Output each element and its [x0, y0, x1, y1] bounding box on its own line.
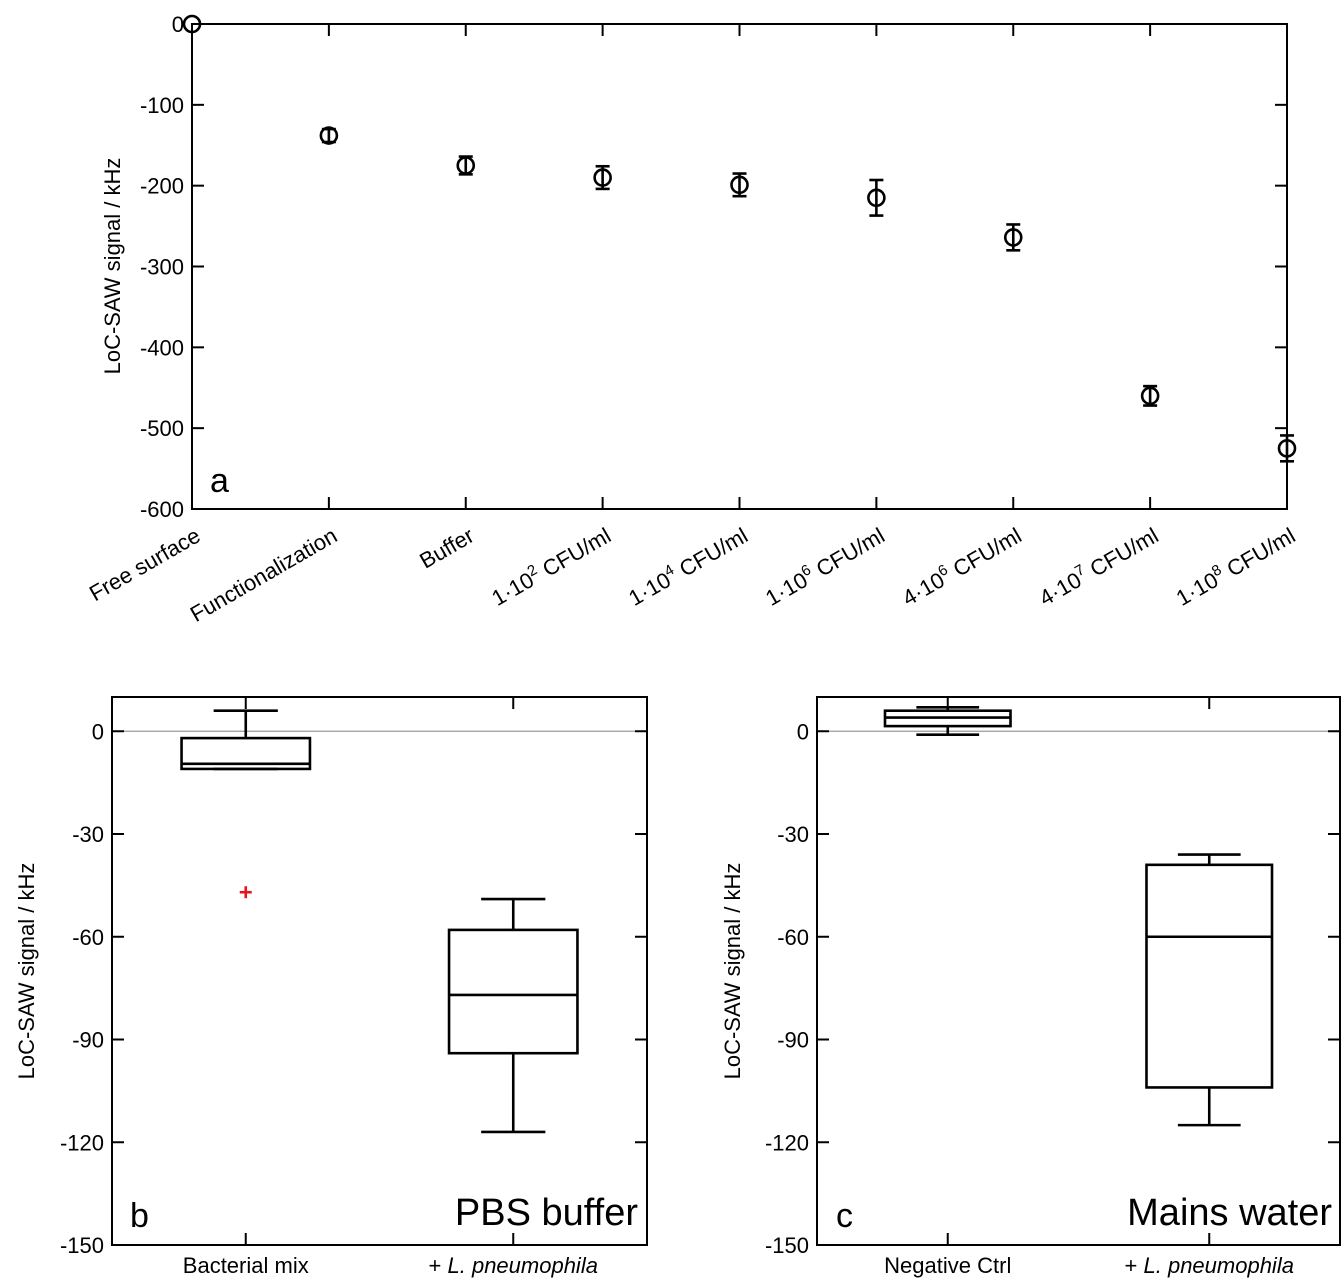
y-tick-label: -30	[72, 822, 104, 847]
panel-caption: PBS buffer	[455, 1192, 638, 1234]
x-category-label: 1·106 CFU/ml	[760, 521, 889, 611]
y-tick-label: -600	[140, 497, 184, 522]
y-tick-label: -60	[777, 925, 809, 950]
x-category-label: Buffer	[415, 523, 478, 574]
panel-b-box-plot: 0 -30 -60 -90 -120 -150 Bacterial mix + L. pneu…	[14, 696, 648, 1278]
y-tick-label: -90	[72, 1028, 104, 1053]
data-point	[730, 175, 749, 195]
data-point	[1277, 439, 1297, 458]
y-tick-label: -150	[60, 1233, 104, 1258]
y-axis-title: LoC-SAW signal / kHz	[100, 158, 125, 375]
y-axis-title: LoC-SAW signal / kHz	[14, 863, 39, 1080]
x-category-label: + L. pneumophila	[1125, 1253, 1294, 1278]
x-category-label: + L. pneumophila	[429, 1253, 598, 1278]
y-tick-label: -500	[140, 416, 184, 441]
box-iqr	[180, 736, 312, 771]
y-tick-label: -120	[60, 1130, 104, 1155]
y-tick-label: 0	[172, 12, 184, 37]
y-tick-label: 0	[92, 719, 104, 744]
data-point	[182, 14, 202, 34]
x-category-label: 1·102 CFU/ml	[486, 521, 615, 611]
y-tick-label: -300	[140, 255, 184, 280]
panel-letter: c	[836, 1197, 853, 1235]
data-point	[593, 168, 612, 187]
x-category-label: 4·107 CFU/ml	[1034, 521, 1163, 611]
x-category-label: Free surface	[85, 523, 204, 606]
y-tick-label: -100	[140, 93, 184, 118]
x-category-label: Negative Ctrl	[884, 1253, 1011, 1278]
data-point	[456, 156, 476, 175]
data-point	[1003, 228, 1023, 247]
x-category-label: 4·106 CFU/ml	[897, 521, 1026, 611]
y-tick-label: -90	[777, 1028, 809, 1053]
y-axis-title: LoC-SAW signal / kHz	[720, 863, 745, 1080]
x-category-label: 1·104 CFU/ml	[623, 521, 752, 611]
y-tick-label: -400	[140, 335, 184, 360]
panel-letter: a	[210, 462, 229, 500]
data-point	[867, 188, 886, 208]
y-tick-label: -120	[765, 1130, 809, 1155]
y-tick-label: -150	[765, 1233, 809, 1258]
data-point	[1140, 386, 1160, 406]
x-category-label: Functionalization	[186, 523, 341, 627]
panel-c-box-plot: 0 -30 -60 -90 -120 -150 Negative Ctrl + L. pneu…	[720, 696, 1341, 1278]
y-tick-label: -30	[777, 822, 809, 847]
data-point	[319, 126, 339, 145]
panel-letter: b	[130, 1197, 149, 1235]
axes-frame	[191, 23, 1288, 510]
panel-caption: Mains water	[1127, 1192, 1332, 1234]
x-category-label: 1·108 CFU/ml	[1171, 521, 1300, 611]
y-tick-label: -200	[140, 174, 184, 199]
box-iqr	[447, 928, 579, 1055]
axes-frame	[111, 696, 648, 1246]
y-tick-label: -60	[72, 925, 104, 950]
box-iqr	[1145, 863, 1274, 1089]
axes-frame	[816, 696, 1341, 1246]
x-category-label: Bacterial mix	[183, 1253, 309, 1278]
y-tick-label: 0	[797, 719, 809, 744]
